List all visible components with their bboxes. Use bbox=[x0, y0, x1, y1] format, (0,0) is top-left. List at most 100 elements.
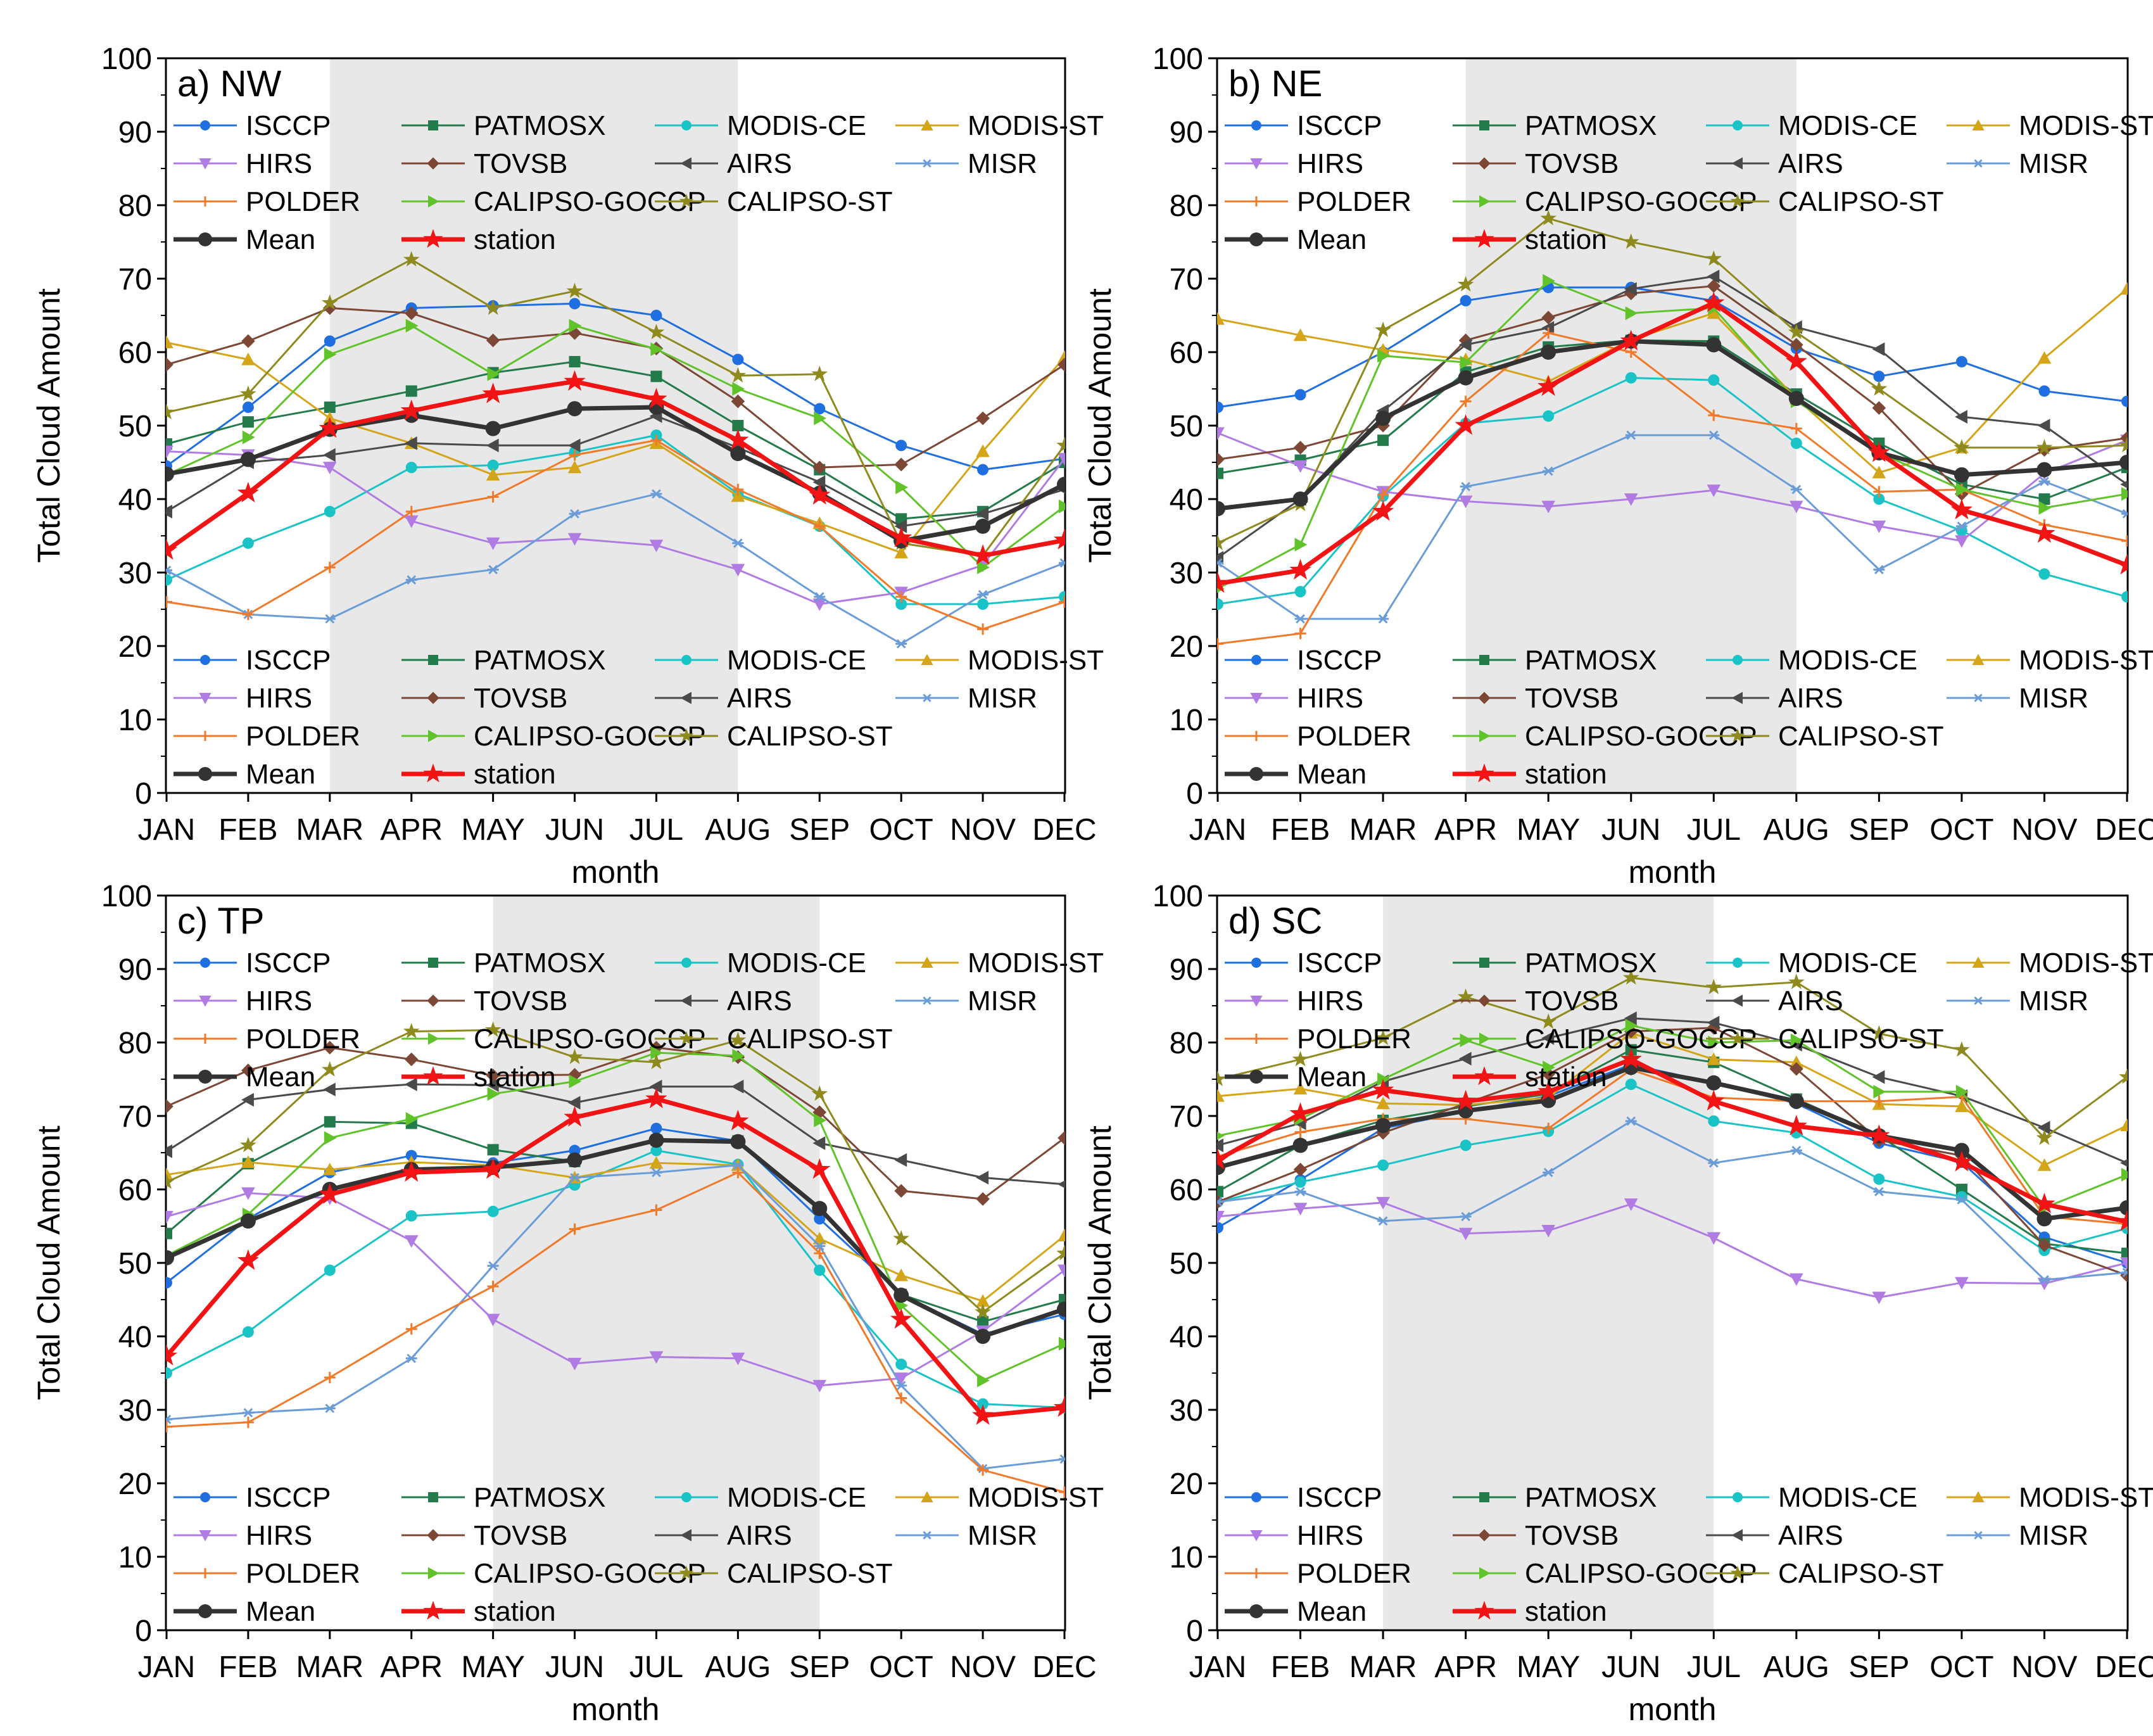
data-point bbox=[166, 1277, 172, 1289]
series-line bbox=[1217, 377, 2128, 605]
legend-entry: MODIS-ST bbox=[1947, 1482, 2153, 1513]
data-point bbox=[1375, 1118, 1391, 1134]
y-tick-label: 30 bbox=[118, 557, 152, 590]
data-point bbox=[2119, 1068, 2128, 1084]
data-point bbox=[324, 614, 336, 624]
data-point bbox=[2038, 501, 2052, 515]
legend-marker bbox=[1249, 1604, 1263, 1618]
legend-label: MISR bbox=[968, 148, 1037, 179]
legend-label: POLDER bbox=[246, 721, 360, 752]
data-point bbox=[895, 1359, 907, 1371]
data-point bbox=[237, 1249, 259, 1270]
data-point bbox=[1625, 1079, 1637, 1091]
data-point bbox=[812, 1201, 828, 1217]
legend-label: HIRS bbox=[246, 148, 312, 179]
data-point bbox=[1537, 1080, 1560, 1101]
legend-entry: HIRS bbox=[1225, 985, 1363, 1017]
legend-marker bbox=[1730, 194, 1745, 208]
legend-label: TOVSB bbox=[474, 148, 567, 179]
data-point bbox=[1059, 558, 1065, 568]
x-axis-title: month bbox=[1629, 854, 1717, 890]
legend-label: station bbox=[474, 224, 556, 255]
data-point bbox=[894, 1184, 908, 1198]
data-point bbox=[1217, 427, 1225, 440]
data-point bbox=[242, 1326, 254, 1338]
data-point bbox=[323, 462, 337, 474]
legend-marker bbox=[681, 958, 691, 968]
data-point bbox=[1053, 529, 1065, 550]
data-point bbox=[2038, 385, 2050, 397]
legend-entry: MODIS-ST bbox=[895, 947, 1104, 979]
x-tick-label: AUG bbox=[705, 1650, 771, 1684]
data-point bbox=[731, 489, 745, 502]
data-point bbox=[975, 518, 991, 534]
data-point bbox=[650, 1144, 662, 1156]
data-point bbox=[1954, 439, 1970, 455]
y-tick-label: 100 bbox=[1152, 42, 1203, 76]
data-point bbox=[732, 420, 744, 431]
data-point bbox=[1950, 1151, 1973, 1172]
legend-entry: MODIS-ST bbox=[895, 645, 1104, 676]
data-point bbox=[484, 1021, 502, 1037]
y-tick-label: 70 bbox=[118, 1100, 152, 1134]
data-point bbox=[1293, 1203, 1308, 1215]
data-point bbox=[895, 639, 907, 649]
data-point bbox=[1294, 1187, 1306, 1196]
series-station bbox=[1217, 291, 2128, 593]
x-tick-label: JAN bbox=[138, 813, 196, 847]
data-point bbox=[890, 1308, 912, 1329]
data-point bbox=[895, 1381, 907, 1391]
legend-entry: MISR bbox=[895, 1520, 1037, 1551]
y-tick-label: 70 bbox=[1170, 263, 1203, 296]
legend-marker bbox=[428, 1492, 438, 1502]
series-layer bbox=[166, 251, 1065, 649]
legend-entry: MISR bbox=[895, 148, 1037, 179]
data-point bbox=[1703, 291, 1725, 312]
data-point bbox=[324, 1131, 337, 1145]
data-point bbox=[1790, 1273, 1803, 1286]
legend-marker bbox=[680, 1529, 691, 1542]
x-axis-title: month bbox=[1629, 1692, 1717, 1727]
data-point bbox=[1790, 1146, 1802, 1155]
data-point bbox=[1292, 1137, 1308, 1153]
data-point bbox=[1708, 1115, 1720, 1127]
series-misr bbox=[1217, 1116, 2128, 1285]
legend-label: PATMOSX bbox=[474, 1482, 606, 1513]
data-point bbox=[894, 457, 908, 472]
data-point bbox=[1217, 467, 1223, 479]
legend-label: HIRS bbox=[246, 1520, 312, 1551]
data-point bbox=[1872, 342, 1885, 357]
x-tick-label: JUL bbox=[629, 1650, 683, 1684]
data-point bbox=[487, 1087, 500, 1101]
data-point bbox=[1457, 988, 1474, 1004]
y-tick-label: 40 bbox=[118, 1321, 152, 1354]
legend-entry: TOVSB bbox=[1453, 1520, 1619, 1551]
data-point bbox=[809, 484, 831, 505]
data-point bbox=[2036, 1129, 2053, 1145]
legend-marker bbox=[1251, 731, 1261, 741]
legend-label: PATMOSX bbox=[474, 947, 606, 979]
data-point bbox=[1625, 1018, 1638, 1033]
data-point bbox=[1293, 441, 1308, 455]
data-point bbox=[404, 1235, 419, 1248]
y-axis-title: Total Cloud Amount bbox=[31, 288, 66, 563]
y-tick-label: 80 bbox=[1170, 1027, 1203, 1060]
series-line bbox=[166, 450, 1065, 605]
y-tick-label: 60 bbox=[118, 1174, 152, 1207]
data-point bbox=[2119, 1200, 2128, 1215]
x-tick-label: JUN bbox=[545, 813, 604, 847]
legend-label: station bbox=[1525, 1061, 1607, 1093]
series-layer bbox=[1217, 210, 2128, 650]
data-point bbox=[1624, 1198, 1638, 1211]
legend-marker bbox=[199, 1530, 212, 1542]
data-point bbox=[405, 462, 417, 474]
legend-label: POLDER bbox=[246, 1558, 360, 1589]
legend-label: MODIS-ST bbox=[968, 947, 1104, 979]
data-point bbox=[166, 1210, 174, 1224]
series-line bbox=[1217, 280, 2128, 590]
data-point bbox=[404, 515, 419, 528]
legend-entry: AIRS bbox=[1706, 148, 1843, 179]
data-point bbox=[650, 342, 664, 357]
legend-label: MODIS-CE bbox=[1778, 947, 1917, 979]
data-point bbox=[564, 1106, 586, 1127]
